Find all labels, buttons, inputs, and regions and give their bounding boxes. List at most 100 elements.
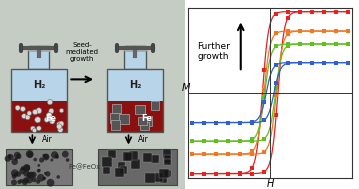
FancyBboxPatch shape: [102, 157, 112, 167]
Circle shape: [21, 166, 25, 170]
Circle shape: [56, 175, 60, 179]
Circle shape: [58, 127, 63, 132]
Circle shape: [33, 158, 37, 161]
Circle shape: [56, 156, 59, 159]
FancyBboxPatch shape: [123, 152, 132, 161]
Circle shape: [43, 153, 50, 160]
Circle shape: [44, 117, 49, 122]
Text: Air: Air: [138, 135, 149, 144]
Circle shape: [39, 157, 44, 163]
Circle shape: [12, 174, 17, 179]
Circle shape: [31, 172, 37, 177]
Bar: [28, 49, 50, 69]
Circle shape: [37, 164, 40, 167]
Bar: [98, 149, 177, 185]
Y-axis label: M: M: [182, 83, 190, 93]
Circle shape: [19, 179, 23, 183]
X-axis label: H: H: [266, 179, 274, 189]
Circle shape: [51, 151, 58, 159]
Circle shape: [66, 158, 69, 162]
Circle shape: [33, 109, 38, 115]
FancyBboxPatch shape: [154, 173, 163, 182]
FancyBboxPatch shape: [143, 116, 152, 126]
Circle shape: [20, 106, 25, 112]
Circle shape: [23, 177, 29, 184]
Circle shape: [8, 154, 14, 160]
Circle shape: [49, 108, 54, 114]
Circle shape: [14, 152, 20, 159]
FancyBboxPatch shape: [164, 170, 171, 177]
FancyBboxPatch shape: [0, 0, 188, 189]
Circle shape: [62, 151, 69, 158]
FancyBboxPatch shape: [120, 166, 127, 174]
Circle shape: [26, 150, 33, 158]
FancyBboxPatch shape: [103, 167, 110, 174]
FancyBboxPatch shape: [160, 176, 167, 183]
Bar: [107, 69, 163, 102]
Circle shape: [55, 154, 59, 158]
FancyBboxPatch shape: [164, 159, 171, 165]
FancyBboxPatch shape: [140, 122, 149, 130]
Bar: [11, 101, 66, 132]
Text: Fe: Fe: [46, 114, 56, 123]
Circle shape: [15, 105, 20, 110]
Circle shape: [32, 177, 37, 182]
Circle shape: [46, 112, 52, 118]
Circle shape: [5, 156, 11, 162]
Text: H₂: H₂: [33, 80, 45, 90]
FancyBboxPatch shape: [115, 168, 124, 177]
Circle shape: [24, 164, 30, 171]
Circle shape: [11, 179, 17, 185]
FancyBboxPatch shape: [108, 150, 116, 158]
Circle shape: [50, 119, 55, 124]
FancyBboxPatch shape: [135, 105, 145, 114]
Circle shape: [27, 111, 32, 116]
FancyBboxPatch shape: [138, 117, 147, 125]
Text: Fe: Fe: [142, 114, 153, 123]
Bar: [11, 69, 66, 102]
Circle shape: [37, 169, 41, 173]
Bar: [107, 69, 163, 132]
Circle shape: [14, 172, 18, 177]
Circle shape: [44, 172, 47, 175]
Bar: [107, 101, 163, 132]
Circle shape: [27, 172, 32, 178]
Circle shape: [44, 154, 49, 159]
Text: H₂: H₂: [129, 80, 141, 90]
Circle shape: [43, 177, 46, 180]
Text: Fe@FeOx: Fe@FeOx: [68, 164, 100, 170]
Circle shape: [36, 180, 40, 184]
Circle shape: [37, 126, 41, 131]
Circle shape: [42, 154, 45, 157]
Circle shape: [11, 158, 18, 165]
Circle shape: [22, 179, 28, 185]
Circle shape: [50, 159, 53, 162]
Circle shape: [37, 174, 45, 182]
FancyBboxPatch shape: [129, 151, 138, 160]
Circle shape: [19, 168, 26, 174]
Circle shape: [35, 117, 41, 123]
FancyBboxPatch shape: [118, 162, 125, 170]
Circle shape: [27, 151, 33, 158]
FancyBboxPatch shape: [164, 155, 172, 163]
Circle shape: [45, 171, 51, 177]
Text: Air: Air: [42, 135, 52, 144]
Circle shape: [17, 180, 22, 184]
Circle shape: [23, 170, 29, 177]
Text: Further
growth: Further growth: [197, 42, 229, 61]
Circle shape: [38, 169, 41, 172]
Circle shape: [57, 124, 62, 129]
FancyBboxPatch shape: [159, 169, 169, 178]
FancyBboxPatch shape: [143, 153, 152, 162]
Circle shape: [47, 99, 53, 105]
Circle shape: [16, 171, 21, 177]
Circle shape: [22, 114, 27, 119]
FancyBboxPatch shape: [110, 113, 120, 123]
FancyBboxPatch shape: [150, 101, 159, 110]
FancyBboxPatch shape: [111, 120, 120, 130]
Bar: [11, 69, 66, 132]
Circle shape: [28, 172, 34, 179]
Circle shape: [32, 128, 37, 132]
Circle shape: [11, 169, 18, 177]
Circle shape: [47, 179, 55, 187]
